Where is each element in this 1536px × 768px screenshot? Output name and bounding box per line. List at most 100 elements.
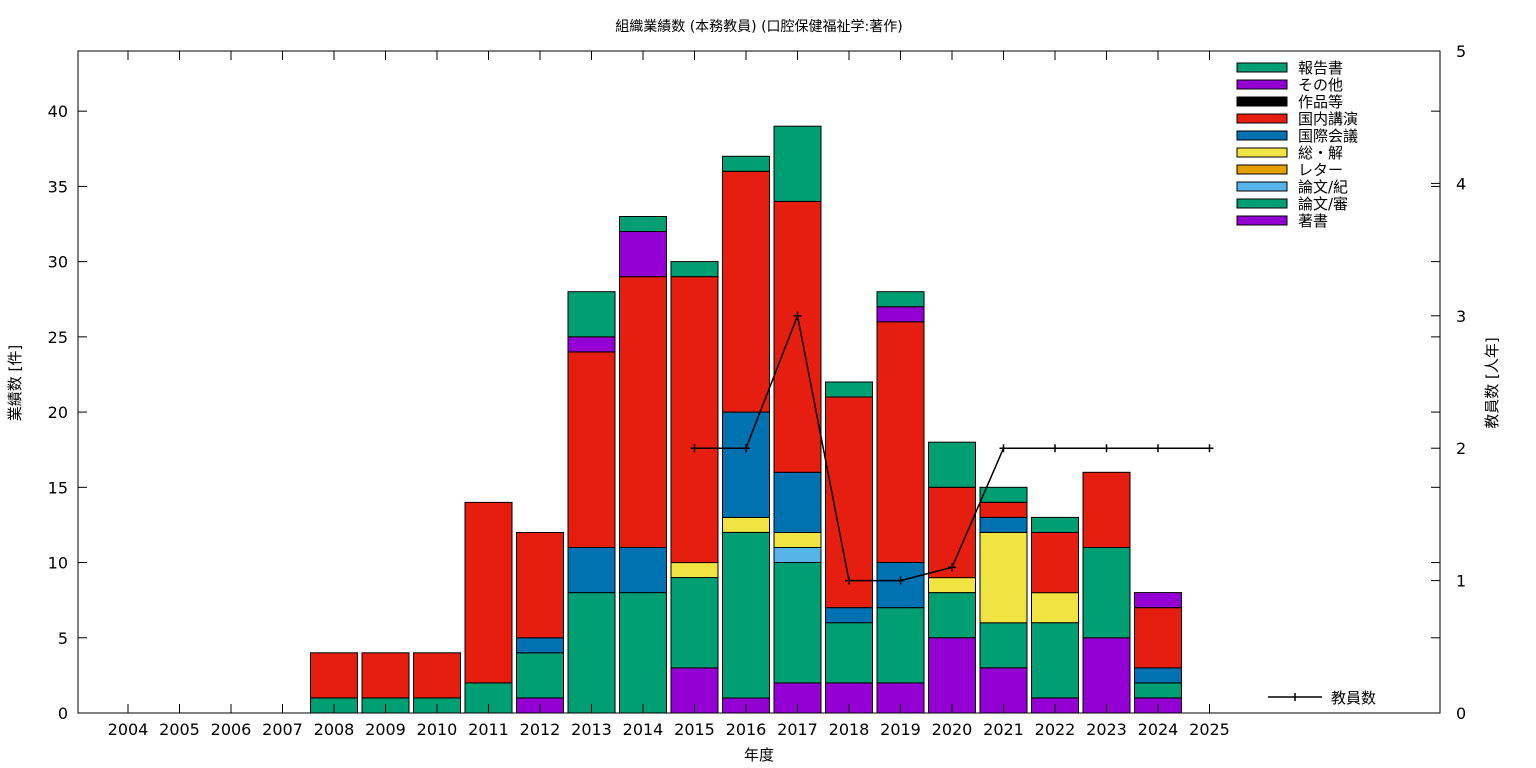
bar-segment bbox=[876, 562, 925, 609]
x-tick-label: 2014 bbox=[623, 720, 664, 739]
legend-swatch bbox=[1236, 215, 1288, 226]
bar-segment bbox=[567, 592, 616, 714]
bar-segment bbox=[773, 471, 822, 533]
x-axis-label: 年度 bbox=[744, 746, 774, 764]
bar-segment bbox=[928, 637, 976, 714]
bar-segment bbox=[979, 532, 1028, 624]
bar-segment bbox=[825, 607, 873, 624]
bar-segment bbox=[876, 291, 925, 308]
x-tick-label: 2004 bbox=[108, 720, 149, 739]
bar-segment bbox=[722, 155, 770, 172]
bar-segment bbox=[928, 577, 976, 594]
y-tick-label: 10 bbox=[48, 554, 68, 573]
bar-segment bbox=[310, 652, 358, 699]
faculty-count-point bbox=[1051, 444, 1059, 453]
bar-segment bbox=[722, 411, 770, 518]
bar-segment bbox=[876, 607, 925, 684]
faculty-count-point bbox=[742, 444, 750, 453]
legend-label: 国際会議 bbox=[1298, 127, 1358, 145]
legend-swatch bbox=[1236, 113, 1288, 124]
bar-segment bbox=[773, 562, 822, 684]
legend-line-label: 教員数 bbox=[1331, 689, 1376, 707]
bar-segment bbox=[567, 291, 616, 338]
x-tick-label: 2016 bbox=[726, 720, 767, 739]
faculty-count-point bbox=[1154, 444, 1162, 453]
bar-segment bbox=[979, 486, 1028, 503]
bar-segment bbox=[825, 622, 873, 684]
x-tick-label: 2022 bbox=[1035, 720, 1076, 739]
bar-segment bbox=[1082, 547, 1131, 639]
bar-segment bbox=[876, 306, 925, 323]
y2-axis-label: 教員数 [人年] bbox=[1483, 337, 1501, 428]
legend-swatch bbox=[1236, 147, 1288, 158]
x-tick-label: 2008 bbox=[314, 720, 355, 739]
bar-segment bbox=[1134, 682, 1182, 699]
bar-segment bbox=[464, 501, 513, 684]
bar-segment bbox=[722, 532, 770, 699]
bar-segment bbox=[670, 276, 719, 564]
bar-segment bbox=[1031, 622, 1079, 699]
y2-tick-label: 3 bbox=[1456, 307, 1466, 326]
bar-segment bbox=[619, 547, 667, 594]
bar-segment bbox=[567, 351, 616, 548]
legend-swatch bbox=[1236, 62, 1288, 73]
legend-label: 報告書 bbox=[1298, 59, 1343, 77]
x-tick-label: 2013 bbox=[571, 720, 612, 739]
x-tick-label: 2012 bbox=[520, 720, 561, 739]
bar-segment bbox=[1134, 607, 1182, 669]
x-tick-label: 2023 bbox=[1086, 720, 1127, 739]
x-tick-label: 2005 bbox=[159, 720, 200, 739]
legend-label: 著書 bbox=[1298, 212, 1328, 230]
bar-segment bbox=[413, 652, 461, 699]
y-tick-label: 35 bbox=[48, 177, 68, 196]
legend-label: 論文/紀 bbox=[1298, 178, 1348, 196]
bar-segment bbox=[825, 396, 873, 609]
bar-segment bbox=[567, 336, 616, 353]
y2-tick-label: 5 bbox=[1456, 42, 1466, 61]
y-tick-label: 15 bbox=[48, 478, 68, 497]
bar-segment bbox=[1031, 532, 1079, 594]
faculty-count-point bbox=[793, 311, 802, 320]
x-tick-label: 2017 bbox=[777, 720, 818, 739]
legend-swatch bbox=[1236, 198, 1288, 209]
bar-segment bbox=[516, 532, 564, 639]
x-tick-label: 2006 bbox=[211, 720, 252, 739]
legend-label: 作品等 bbox=[1298, 93, 1343, 111]
chart-title: 組織業績数 (本務教員) (口腔保健福祉学:著作) bbox=[615, 19, 902, 35]
bar-segment bbox=[516, 652, 564, 699]
bar-segment bbox=[1134, 592, 1182, 609]
faculty-count-point bbox=[1102, 444, 1111, 453]
legend-swatch bbox=[1236, 79, 1288, 90]
x-tick-label: 2021 bbox=[983, 720, 1024, 739]
bar-segment bbox=[773, 201, 822, 473]
legend-swatch bbox=[1236, 130, 1288, 141]
bar-segment bbox=[1134, 667, 1182, 684]
bar-segment bbox=[773, 125, 822, 202]
bar-segment bbox=[876, 321, 925, 563]
legend-swatch bbox=[1236, 96, 1288, 107]
bar-segment bbox=[619, 231, 667, 278]
legend-label: レター bbox=[1298, 161, 1343, 179]
bar-segment bbox=[722, 516, 770, 533]
x-tick-label: 2025 bbox=[1189, 720, 1230, 739]
bar-segment bbox=[722, 170, 770, 413]
bar-segment bbox=[979, 501, 1028, 518]
legend-label: 国内講演 bbox=[1298, 110, 1358, 128]
faculty-count-point bbox=[948, 563, 956, 572]
bar-segment bbox=[1082, 471, 1131, 548]
bar-segment bbox=[1031, 516, 1079, 533]
x-tick-label: 2011 bbox=[468, 720, 509, 739]
x-tick-label: 2015 bbox=[674, 720, 715, 739]
x-tick-label: 2009 bbox=[365, 720, 406, 739]
faculty-count-point bbox=[690, 444, 699, 453]
y-tick-label: 30 bbox=[48, 253, 68, 272]
y2-tick-label: 0 bbox=[1456, 704, 1466, 723]
x-tick-label: 2024 bbox=[1138, 720, 1179, 739]
x-tick-label: 2020 bbox=[932, 720, 973, 739]
bar-segment bbox=[361, 652, 410, 699]
y2-tick-label: 1 bbox=[1456, 572, 1466, 591]
y-tick-label: 0 bbox=[58, 704, 68, 723]
plot-frame bbox=[77, 50, 1441, 714]
